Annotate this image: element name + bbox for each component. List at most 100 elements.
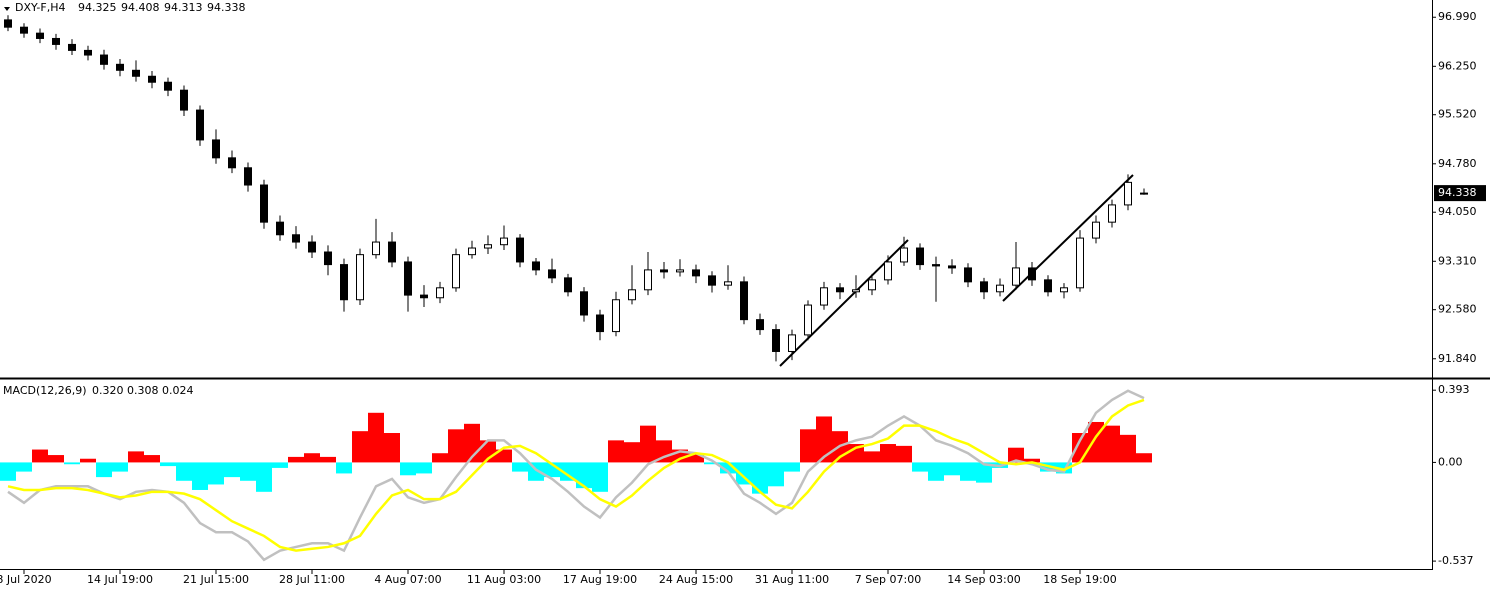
histogram-bar <box>224 462 240 478</box>
candle-body <box>1012 267 1020 286</box>
candle-body <box>788 334 796 352</box>
x-tick-label: 24 Aug 15:00 <box>659 573 733 586</box>
candle-body <box>36 32 44 39</box>
candle-body <box>372 241 380 256</box>
candle-body <box>676 269 684 273</box>
histogram-bar <box>560 462 576 481</box>
candle-body <box>452 254 460 289</box>
candle-body <box>916 247 924 266</box>
histogram-bar <box>1008 447 1024 463</box>
candle-body <box>852 289 860 293</box>
candle-body <box>772 329 780 352</box>
histogram-bar <box>1104 425 1120 463</box>
trend-line <box>1002 174 1134 302</box>
histogram-bar <box>208 462 224 485</box>
histogram-bar <box>896 445 912 463</box>
candle-body <box>756 319 764 331</box>
histogram-bar <box>1136 453 1152 463</box>
candle-body <box>1092 221 1100 239</box>
macd-title: MACD(12,26,9) <box>3 384 87 397</box>
candle-body <box>980 281 988 293</box>
candle-body <box>308 241 316 253</box>
last-price-label: 94.338 <box>1438 186 1477 199</box>
candle-body <box>132 69 140 77</box>
header-close: 94.338 <box>207 1 246 14</box>
y-tick-label: 95.520 <box>1438 108 1477 121</box>
histogram-bar <box>912 462 928 472</box>
trend-lines <box>779 174 1134 367</box>
x-tick-label: 8 Jul 2020 <box>0 573 52 586</box>
candle-body <box>148 75 156 83</box>
candle-body <box>484 244 492 249</box>
histogram-bar <box>80 458 96 463</box>
x-tick-label: 4 Aug 07:00 <box>374 573 441 586</box>
candle-body <box>500 237 508 246</box>
histogram-bar <box>432 453 448 463</box>
y-tick-label: 91.840 <box>1438 352 1477 365</box>
histogram-bar <box>752 462 768 494</box>
candle-body <box>628 289 636 301</box>
histogram-bar <box>1120 434 1136 463</box>
candle-body <box>324 251 332 266</box>
histogram-bar <box>880 444 896 463</box>
histogram-bar <box>320 456 336 463</box>
histogram-bar <box>976 462 992 483</box>
histogram-bar <box>64 462 80 465</box>
candle-body <box>20 26 28 34</box>
candle-body <box>260 184 268 223</box>
candle-body <box>436 287 444 299</box>
histogram-bar <box>240 462 256 481</box>
histogram-bar <box>176 462 192 481</box>
histogram-bar <box>928 462 944 481</box>
candle-body <box>340 264 348 301</box>
candle-body <box>964 267 972 283</box>
x-tick-label: 21 Jul 15:00 <box>183 573 249 586</box>
candle-body <box>244 167 252 186</box>
candle-body <box>1028 267 1036 281</box>
histogram-bar <box>288 456 304 463</box>
candle-body <box>276 221 284 236</box>
candle-body <box>948 265 956 269</box>
histogram-bar <box>128 451 144 463</box>
candle-body <box>100 54 108 65</box>
histogram-bar <box>960 462 976 481</box>
histogram-bar <box>416 462 432 474</box>
candle-body <box>564 277 572 293</box>
macd-value: 0.024 <box>162 384 194 397</box>
x-tick-label: 17 Aug 19:00 <box>563 573 637 586</box>
histogram-bar <box>0 462 16 481</box>
candle-body <box>1108 204 1116 223</box>
histogram-bar <box>512 462 528 472</box>
histogram-bar <box>720 462 736 474</box>
histogram-bar <box>96 462 112 478</box>
candle-body <box>596 314 604 333</box>
candle-body <box>836 287 844 293</box>
histogram-bar <box>576 462 592 489</box>
candle-body <box>516 237 524 263</box>
candle-body <box>228 157 236 169</box>
histogram-bar <box>272 462 288 468</box>
candle-body <box>708 275 716 286</box>
y-tick-label: -0.537 <box>1438 554 1473 567</box>
x-tick-label: 31 Aug 11:00 <box>755 573 829 586</box>
histogram-bar <box>32 449 48 463</box>
histogram-bar <box>768 462 784 487</box>
candle-body <box>612 299 620 333</box>
header-low: 94.313 <box>164 1 203 14</box>
candle-body <box>68 43 76 51</box>
histogram-bar <box>336 462 352 474</box>
candle-body <box>180 89 188 111</box>
y-tick-label: 92.580 <box>1438 303 1477 316</box>
candle-body <box>660 269 668 273</box>
candle-body <box>548 269 556 279</box>
candle-body <box>692 269 700 277</box>
y-tick-label: 94.780 <box>1438 157 1477 170</box>
candle-body <box>868 279 876 291</box>
candle-body <box>468 247 476 256</box>
histogram-bar <box>784 462 800 472</box>
histogram-bar <box>368 412 384 463</box>
histogram-bar <box>656 440 672 463</box>
histogram-bar <box>192 462 208 490</box>
